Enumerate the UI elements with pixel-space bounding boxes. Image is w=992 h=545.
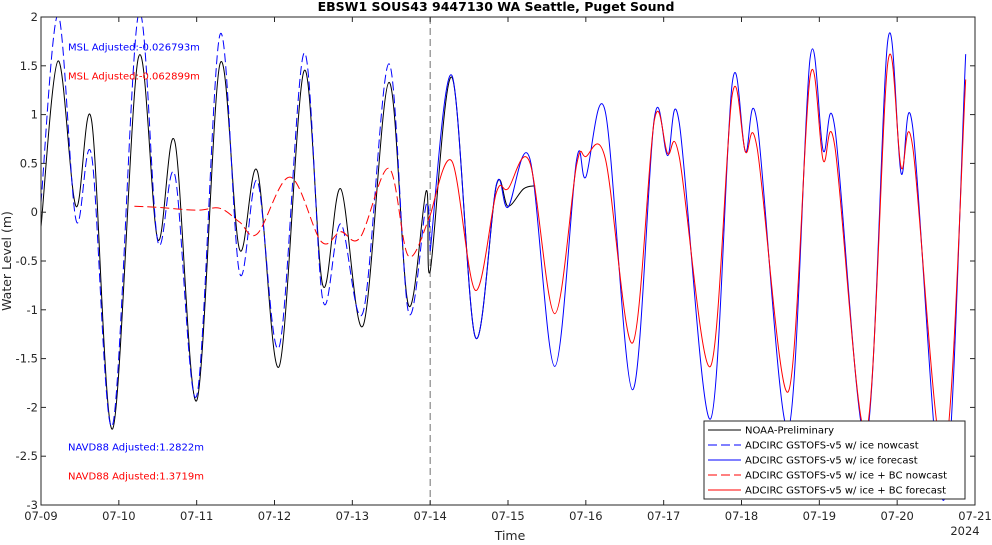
legend-label: ADCIRC GSTOFS-v5 w/ ice nowcast: [745, 441, 919, 452]
y-tick-label: 1.5: [20, 59, 38, 73]
x-year-label: 2024: [950, 524, 979, 538]
legend: NOAA-Preliminary ADCIRC GSTOFS-v5 w/ ice …: [703, 420, 966, 500]
x-tick-label: 07-14: [413, 509, 446, 523]
x-tick-label: 07-19: [803, 509, 836, 523]
x-tick-label: 07-11: [180, 509, 213, 523]
y-tick-label: 0: [31, 205, 38, 219]
annotation-1: MSL Adjusted:-0.026793m: [68, 42, 200, 53]
x-tick-label: 07-10: [102, 509, 135, 523]
legend-label: ADCIRC GSTOFS-v5 w/ ice + BC forecast: [745, 486, 946, 497]
series-line-3: [429, 32, 967, 501]
annotation-3: NAVD88 Adjusted:1.2822m: [68, 442, 204, 453]
x-axis-label: Time: [494, 528, 526, 541]
y-tick-label: -2: [27, 400, 38, 414]
series-line-2: [41, 17, 431, 427]
x-tick-label: 07-09: [24, 509, 57, 523]
y-tick-label: 0.5: [20, 156, 38, 170]
x-tick-label: 07-20: [880, 509, 913, 523]
x-tick-label: 07-16: [569, 509, 602, 523]
y-tick-label: 1: [31, 108, 38, 122]
series-line-1: [41, 54, 536, 430]
legend-label: ADCIRC GSTOFS-v5 w/ ice forecast: [745, 456, 918, 467]
x-tick-label: 07-15: [491, 509, 524, 523]
y-tick-label: -3: [27, 498, 38, 512]
x-tick-label: 07-13: [336, 509, 369, 523]
axes: 07-09 07-10 07-11 07-12 07-13 07-14 07-15 07-16…: [16, 10, 992, 538]
y-tick-label: -0.5: [16, 254, 38, 268]
y-axis-label: Water Level (m): [0, 211, 14, 311]
series-line-5: [429, 53, 967, 457]
series-lines: [41, 17, 967, 501]
y-tick-label: 2: [31, 10, 38, 24]
x-tick-label: 07-12: [258, 509, 291, 523]
y-tick-label: -1: [27, 303, 38, 317]
y-tick-label: -1.5: [16, 352, 38, 366]
legend-label: NOAA-Preliminary: [745, 426, 834, 437]
x-tick-label: 07-18: [725, 509, 758, 523]
x-tick-label: 07-21: [958, 509, 991, 523]
annotation-4: NAVD88 Adjusted:1.3719m: [68, 472, 204, 483]
y-tick-label: -2.5: [16, 449, 38, 463]
legend-box: [703, 420, 966, 500]
x-tick-label: 07-17: [647, 509, 680, 523]
plot-area: MSL Adjusted:-0.026793m MSL Adjusted:-0.0…: [41, 17, 967, 505]
annotation-2: MSL Adjusted:-0.062899m: [68, 72, 200, 83]
chart-title: EBSW1 SOUS43 9447130 WA Seattle, Puget S…: [318, 0, 675, 14]
legend-label: ADCIRC GSTOFS-v5 w/ ice + BC nowcast: [745, 471, 947, 482]
